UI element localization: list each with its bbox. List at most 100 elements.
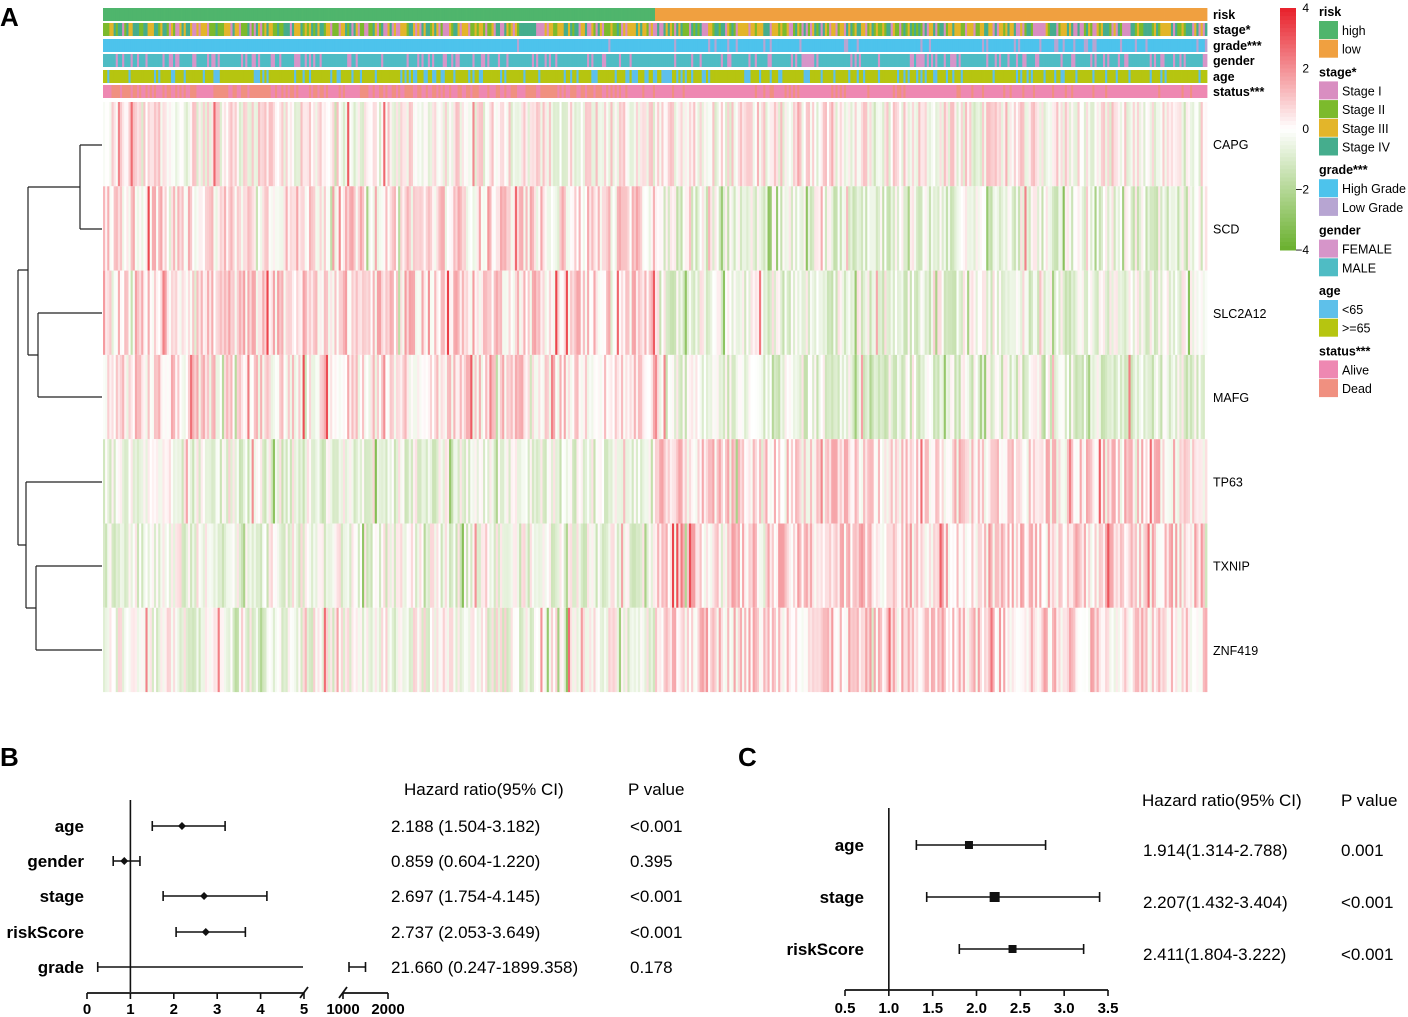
annotation-cell [1022,70,1025,83]
annotation-cell [230,39,233,52]
heatmap-cell [958,270,962,355]
annotation-cell [483,39,486,52]
heatmap-cell [1100,186,1104,271]
annotation-cell [899,70,902,83]
annotation-cell [427,23,431,36]
heatmap-cell [750,186,754,271]
heatmap-cell [990,102,993,187]
annotation-cell [744,23,747,36]
annotation-cell [1001,54,1004,67]
heatmap-cell [716,354,720,440]
annotation-cell [468,23,471,36]
annotation-cell [1058,8,1061,21]
annotation-cell [748,23,751,36]
annotation-cell [1177,54,1180,67]
heatmap-cell [170,102,174,187]
annotation-cell [179,39,182,52]
annotation-cell [455,23,458,36]
heatmap-cell [272,186,276,271]
annotation-cell [633,54,637,67]
annotation-cell [752,39,756,52]
annotation-cell [954,8,957,21]
heatmap-cell [892,186,896,271]
annotation-cell [1100,23,1104,36]
heatmap-cell [228,186,231,271]
annotation-cell [415,54,418,67]
annotation-cell [260,8,263,21]
annotation-cell [1022,39,1025,52]
heatmap-cell [697,186,700,271]
annotation-cell [809,39,813,52]
annotation-cell [525,23,529,36]
annotation-cell [459,23,463,36]
annotation-cell [451,23,454,36]
annotation-cell [1083,23,1087,36]
annotation-cell [964,54,968,67]
annotation-cell [801,8,805,21]
annotation-cell [1064,70,1068,83]
annotation-cell [268,39,272,52]
annotation-cell [183,39,187,52]
annotation-cell [926,8,930,21]
annotation-cell [381,85,384,98]
annotation-cell [107,85,110,98]
heatmap-cell [1073,270,1076,355]
annotation-cell [986,23,989,36]
annotation-cell [502,70,505,83]
heatmap-cell [381,186,384,271]
annotation-cell [521,39,524,52]
annotation-cell [124,70,127,83]
heatmap-cell [514,354,518,440]
annotation-cell [977,8,981,21]
heatmap-cell [1156,270,1159,355]
annotation-cell [843,39,847,52]
heatmap-cell [1166,102,1170,187]
heatmap-cell [232,186,236,271]
heatmap-cell [160,354,163,440]
annotation-cell [1134,39,1138,52]
annotation-cell [733,23,737,36]
annotation-cell [1003,85,1006,98]
heatmap-cell [1153,102,1157,187]
annotation-cell [865,39,868,52]
annotation-cell [302,39,306,52]
annotation-cell [234,54,238,67]
annotation-cell [969,39,972,52]
annotation-cell [994,23,998,36]
heatmap-cell [1145,186,1148,271]
annotation-cell [1134,70,1138,83]
heatmap-cell [243,354,246,440]
heatmap-cell [931,270,934,355]
annotation-cell [372,54,376,67]
annotation-cell [476,70,480,83]
heatmap-cell [489,102,492,187]
heatmap-cell [502,270,505,355]
annotation-cell [247,85,250,98]
heatmap-cell [563,354,567,440]
annotation-cell [345,39,348,52]
annotation-cell [548,70,552,83]
annotation-cell [200,70,204,83]
annotation-cell [455,39,458,52]
heatmap-cell [103,102,106,187]
heatmap-cell [559,186,562,271]
annotation-cell [693,54,696,67]
heatmap-cell [1013,186,1017,271]
annotation-cell [990,70,993,83]
annotation-cell [457,54,461,67]
annotation-cell [956,23,959,36]
heatmap-cell [646,102,650,187]
annotation-cell [1168,54,1172,67]
heatmap-cell [514,186,518,271]
annotation-cell [143,39,146,52]
annotation-cell [170,23,174,36]
annotation-cell [1085,85,1089,98]
annotation-cell [667,85,671,98]
annotation-cell [907,85,911,98]
annotation-cell [559,70,562,83]
annotation-cell [782,23,785,36]
annotation-cell [780,70,783,83]
annotation-cell [1020,85,1023,98]
annotation-cell [570,23,573,36]
annotation-cell [909,85,913,98]
